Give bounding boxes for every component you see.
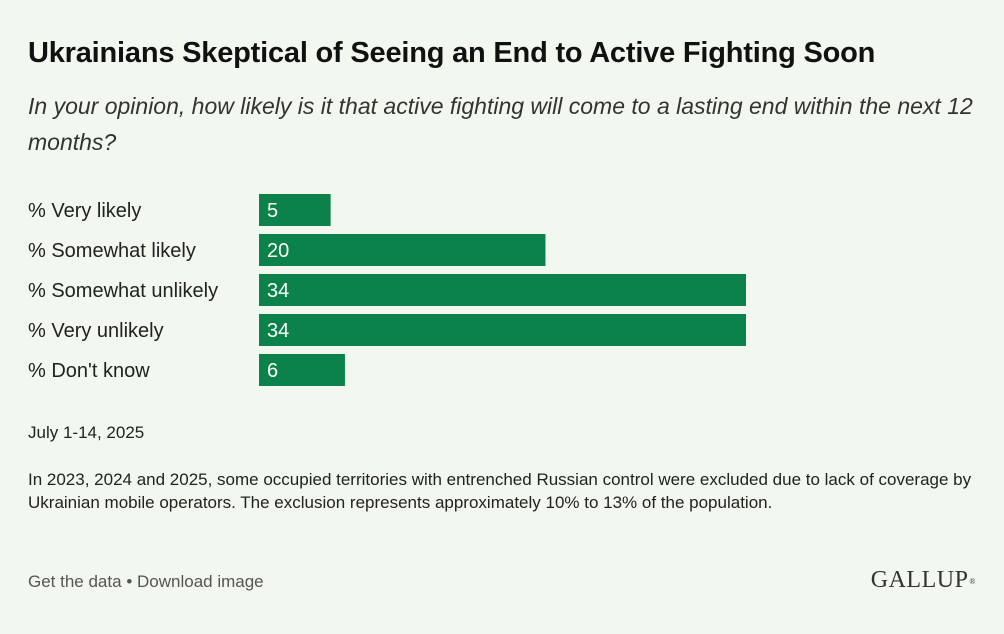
bar-very-likely — [259, 194, 331, 226]
bar-value-don-t-know: 6 — [267, 360, 278, 382]
get-the-data-link[interactable]: Get the data — [28, 572, 122, 591]
category-label-somewhat-likely: % Somewhat likely — [28, 240, 196, 262]
bar-don-t-know — [259, 354, 345, 386]
bar-chart: % Very likely 5 % Somewhat likely 20 % Somew… — [28, 194, 746, 386]
bar-value-very-likely: 5 — [267, 200, 278, 222]
bar-value-somewhat-likely: 20 — [267, 240, 289, 262]
chart-subtitle: In your opinion, how likely is it that a… — [28, 93, 973, 155]
bar-value-very-unlikely: 34 — [267, 320, 289, 342]
category-label-very-likely: % Very likely — [28, 200, 141, 222]
bar-value-somewhat-unlikely: 34 — [267, 280, 289, 302]
gallup-logo: GALLUP® — [871, 566, 976, 594]
bar-very-unlikely — [259, 314, 746, 346]
survey-date: July 1-14, 2025 — [28, 423, 145, 442]
download-image-link[interactable]: Download image — [137, 572, 264, 591]
footer-links: Get the data • Download image — [28, 570, 264, 594]
gallup-logo-text: GALLUP — [870, 567, 969, 593]
category-label-somewhat-unlikely: % Somewhat unlikely — [28, 280, 218, 302]
bar-somewhat-likely — [259, 234, 546, 266]
chart-title: Ukrainians Skeptical of Seeing an End to… — [28, 37, 876, 69]
registered-mark: ® — [969, 577, 976, 586]
bar-somewhat-unlikely — [259, 274, 746, 306]
methodology-note: In 2023, 2024 and 2025, some occupied te… — [28, 470, 972, 512]
footer-separator: • — [126, 572, 133, 591]
category-label-don-t-know: % Don't know — [28, 360, 150, 382]
category-label-very-unlikely: % Very unlikely — [28, 320, 164, 342]
